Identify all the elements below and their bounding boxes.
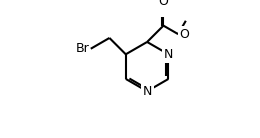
Text: O: O xyxy=(159,0,168,8)
Text: O: O xyxy=(179,28,189,41)
Text: N: N xyxy=(164,48,173,61)
Text: N: N xyxy=(142,85,152,98)
Text: Br: Br xyxy=(75,42,89,55)
